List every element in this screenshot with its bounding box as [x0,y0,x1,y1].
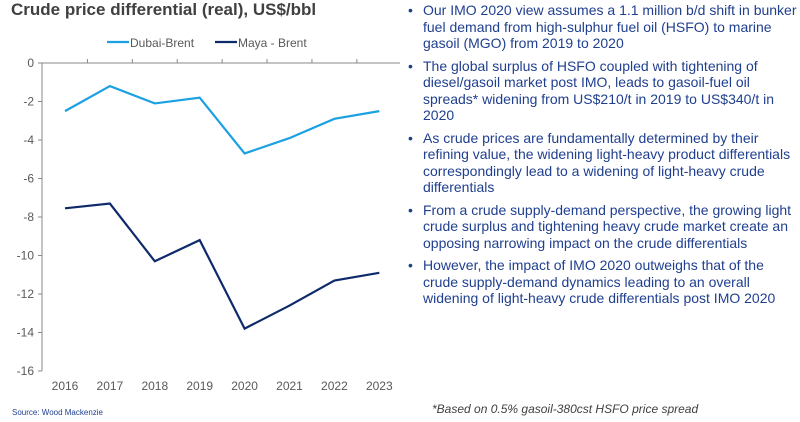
x-tick-label: 2022 [321,379,348,393]
y-tick-label: -12 [17,287,35,301]
x-tick-label: 2020 [231,379,258,393]
series-line-1 [64,202,380,331]
series-line-0 [64,84,380,155]
legend-label: Dubai-Brent [130,36,195,50]
bullet-list: Our IMO 2020 view assumes a 1.1 million … [405,2,800,313]
y-tick-label: -4 [23,133,34,147]
x-tick-label: 2016 [52,379,79,393]
y-tick-label: -10 [17,249,35,263]
footnote: *Based on 0.5% gasoil-380cst HSFO price … [432,402,699,416]
bullet-item: From a crude supply-demand perspective, … [405,202,800,252]
y-tick-label: 0 [27,56,34,70]
source-note: Source: Wood Mackenzie [12,408,104,417]
bullet-item: The global surplus of HSFO coupled with … [405,58,800,124]
y-tick-label: -8 [23,210,34,224]
x-tick-label: 2018 [141,379,168,393]
x-tick-label: 2023 [366,379,393,393]
y-tick-label: -14 [17,326,35,340]
legend-label: Maya - Brent [238,36,307,50]
y-tick-label: -6 [23,172,34,186]
chart-title: Crude price differential (real), US$/bbl [11,0,317,19]
bullet-item: However, the impact of IMO 2020 outweigh… [405,257,800,307]
bullet-item: Our IMO 2020 view assumes a 1.1 million … [405,2,800,52]
y-tick-label: -16 [17,364,35,378]
x-tick-label: 2019 [186,379,213,393]
bullet-item: As crude prices are fundamentally determ… [405,130,800,196]
x-tick-label: 2017 [97,379,124,393]
y-tick-label: -2 [23,95,34,109]
x-tick-label: 2021 [276,379,303,393]
line-chart: 0 -2 -4 -6 -8 -10 -12 -14 -16 2016 2017 2018 2019 202… [17,36,400,393]
